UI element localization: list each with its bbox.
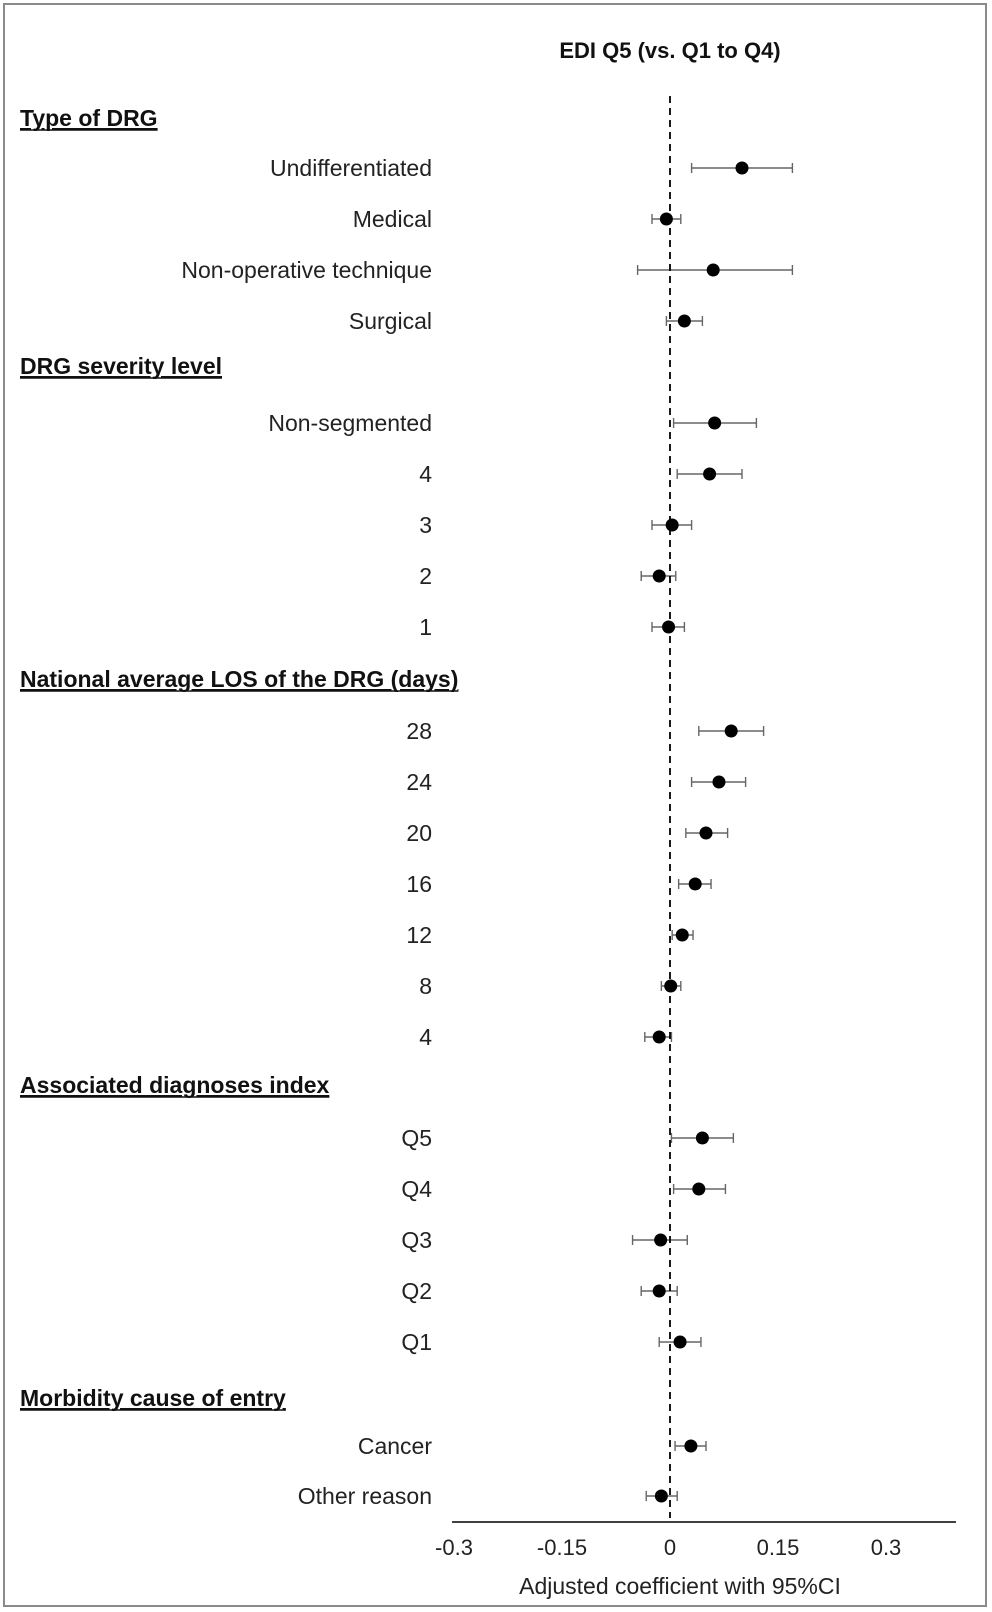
x-tick-label: -0.3: [435, 1535, 473, 1560]
row-label: Non-operative technique: [181, 257, 432, 283]
row-label: Medical: [353, 206, 432, 232]
section-label-2: DRG severity level: [20, 353, 222, 379]
point-estimate: [652, 1284, 666, 1298]
point-estimate: [652, 1030, 666, 1044]
chart-title: EDI Q5 (vs. Q1 to Q4): [559, 38, 780, 63]
x-tick-label: 0.15: [757, 1535, 800, 1560]
point-estimate: [673, 1335, 687, 1349]
row-label: Cancer: [358, 1433, 432, 1459]
point-estimate: [724, 724, 738, 738]
row-label: 3: [419, 512, 432, 538]
row-label: 28: [406, 718, 432, 744]
row-label: 1: [419, 614, 432, 640]
figure-frame: [3, 3, 987, 1607]
x-tick-label: 0.3: [871, 1535, 902, 1560]
point-estimate: [662, 620, 676, 634]
x-tick-label: 0: [664, 1535, 676, 1560]
point-estimate: [688, 877, 702, 891]
section-label-5: Morbidity cause of entry: [20, 1385, 286, 1411]
row-label: Q2: [401, 1278, 432, 1304]
row-label: 4: [419, 1024, 432, 1050]
section-label-1: Type of DRG: [20, 105, 158, 131]
row-label: Q1: [401, 1329, 432, 1355]
point-estimate: [703, 467, 717, 481]
row-label: Q3: [401, 1227, 432, 1253]
row-label: 4: [419, 461, 432, 487]
point-estimate: [654, 1489, 668, 1503]
x-axis-label: Adjusted coefficient with 95%CI: [519, 1573, 841, 1599]
point-estimate: [735, 161, 749, 175]
section-label-4: Associated diagnoses index: [20, 1072, 330, 1098]
point-estimate: [712, 775, 726, 789]
row-label: 24: [406, 769, 432, 795]
row-label: Surgical: [349, 308, 432, 334]
row-label: 20: [406, 820, 432, 846]
row-label: Other reason: [298, 1483, 432, 1509]
point-estimate: [652, 569, 666, 583]
row-label: 12: [406, 922, 432, 948]
point-estimate: [654, 1233, 668, 1247]
row-label: 16: [406, 871, 432, 897]
point-estimate: [692, 1182, 706, 1196]
point-estimate: [708, 416, 722, 430]
row-label: Undifferentiated: [270, 155, 432, 181]
row-label: 2: [419, 563, 432, 589]
point-estimate: [706, 263, 720, 277]
point-estimate: [659, 212, 673, 226]
row-label: Q5: [401, 1125, 432, 1151]
section-label-3: National average LOS of the DRG (days): [20, 666, 458, 692]
point-estimate: [684, 1439, 698, 1453]
point-estimate: [699, 826, 713, 840]
point-estimate: [695, 1131, 709, 1145]
row-label: 8: [419, 973, 432, 999]
row-label: Non-segmented: [268, 410, 432, 436]
point-estimate: [675, 928, 689, 942]
point-estimate: [677, 314, 691, 328]
x-tick-label: -0.15: [537, 1535, 587, 1560]
row-label: Q4: [401, 1176, 432, 1202]
point-estimate: [665, 518, 679, 532]
